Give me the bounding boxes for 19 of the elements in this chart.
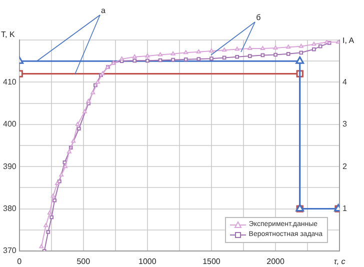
y2-tick-label: 1 <box>342 204 348 214</box>
y2-tick-label: 3 <box>342 120 348 129</box>
x-tick-label: 2000 <box>266 257 285 266</box>
y-tick-label: 400 <box>2 120 17 129</box>
x-tick-label: 500 <box>76 257 91 266</box>
y-axis-title: T, K <box>1 30 16 39</box>
x-tick-label: 1000 <box>138 257 157 266</box>
y-tick-label: 390 <box>2 162 17 171</box>
y-tick-label: 410 <box>2 77 17 86</box>
y2-tick-label: 2 <box>342 162 348 171</box>
annotation: а <box>101 6 106 16</box>
y-tick-label: 380 <box>2 204 17 214</box>
y2-axis-title: I, A <box>342 36 355 45</box>
x-tick-label: 1500 <box>202 257 221 266</box>
y2-tick-label: 4 <box>342 77 348 86</box>
annotation: б <box>256 12 262 22</box>
x-axis-title: τ, c <box>334 257 346 266</box>
y-tick-label: 370 <box>2 246 17 256</box>
x-tick-label: 0 <box>17 257 22 266</box>
